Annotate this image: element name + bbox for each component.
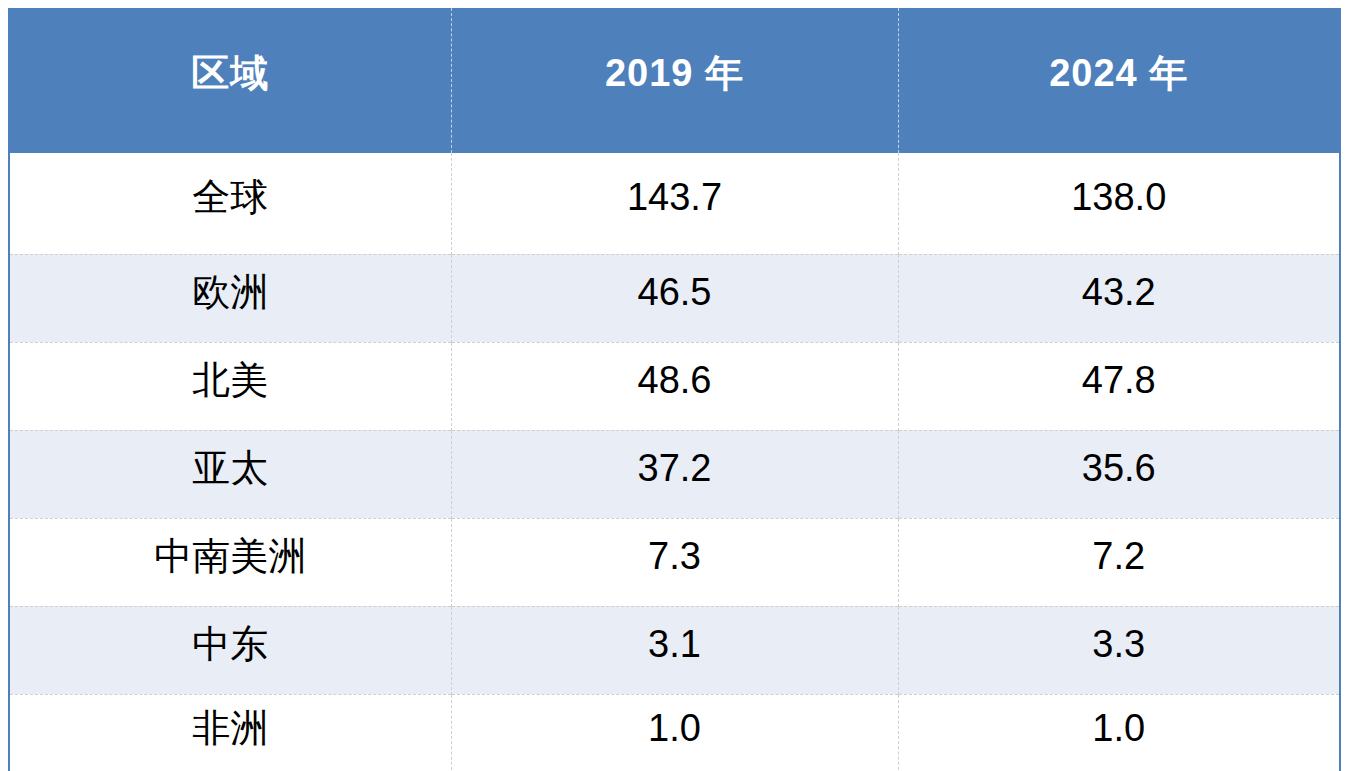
cell-region: 北美 xyxy=(9,342,451,430)
cell-region: 中东 xyxy=(9,606,451,694)
regions-comparison-table: 区域 2019 年 2024 年 全球 143.7 138.0 欧洲 46.5 … xyxy=(8,8,1341,771)
table-row: 非洲 1.0 1.0 xyxy=(9,694,1340,771)
table-row: 中南美洲 7.3 7.2 xyxy=(9,518,1340,606)
cell-2024: 138.0 xyxy=(898,153,1340,254)
cell-2024: 35.6 xyxy=(898,430,1340,518)
cell-2019: 1.0 xyxy=(451,694,898,771)
cell-2024: 7.2 xyxy=(898,518,1340,606)
cell-2019: 46.5 xyxy=(451,254,898,342)
column-header-2024: 2024 年 xyxy=(898,8,1340,153)
cell-region: 亚太 xyxy=(9,430,451,518)
cell-2024: 1.0 xyxy=(898,694,1340,771)
table-row: 北美 48.6 47.8 xyxy=(9,342,1340,430)
cell-region: 中南美洲 xyxy=(9,518,451,606)
cell-2019: 7.3 xyxy=(451,518,898,606)
table-body: 全球 143.7 138.0 欧洲 46.5 43.2 北美 48.6 47.8… xyxy=(9,153,1340,771)
header-row: 区域 2019 年 2024 年 xyxy=(9,8,1340,153)
table-header: 区域 2019 年 2024 年 xyxy=(9,8,1340,153)
cell-2024: 43.2 xyxy=(898,254,1340,342)
column-header-region: 区域 xyxy=(9,8,451,153)
cell-2024: 3.3 xyxy=(898,606,1340,694)
cell-region: 欧洲 xyxy=(9,254,451,342)
cell-region: 非洲 xyxy=(9,694,451,771)
page-canvas: 区域 2019 年 2024 年 全球 143.7 138.0 欧洲 46.5 … xyxy=(0,0,1347,771)
table-row: 全球 143.7 138.0 xyxy=(9,153,1340,254)
cell-2024: 47.8 xyxy=(898,342,1340,430)
table-row: 欧洲 46.5 43.2 xyxy=(9,254,1340,342)
table-row: 亚太 37.2 35.6 xyxy=(9,430,1340,518)
table-row: 中东 3.1 3.3 xyxy=(9,606,1340,694)
cell-region: 全球 xyxy=(9,153,451,254)
column-header-2019: 2019 年 xyxy=(451,8,898,153)
cell-2019: 143.7 xyxy=(451,153,898,254)
cell-2019: 37.2 xyxy=(451,430,898,518)
cell-2019: 3.1 xyxy=(451,606,898,694)
cell-2019: 48.6 xyxy=(451,342,898,430)
